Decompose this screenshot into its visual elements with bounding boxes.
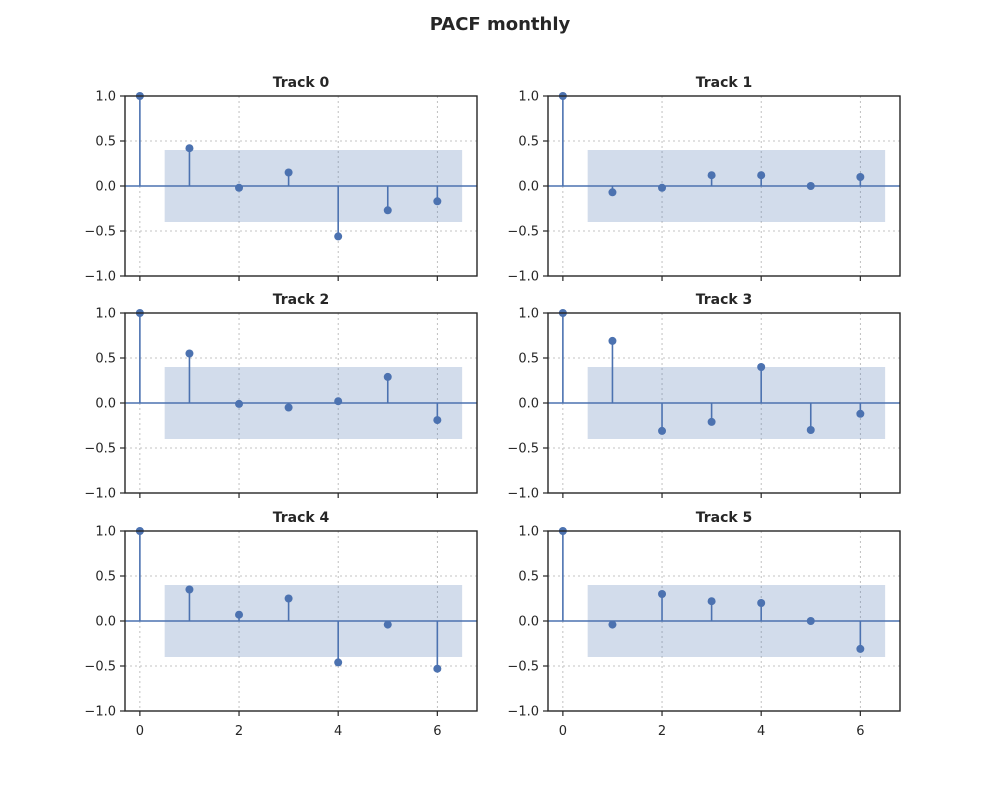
pacf-point (383, 620, 392, 629)
x-tick-label: 6 (856, 724, 864, 739)
panel-title: Track 3 (696, 292, 753, 308)
y-tick-label: 0.5 (518, 135, 539, 150)
pacf-point (185, 144, 194, 153)
pacf-point (284, 403, 293, 412)
panel-track-2: −1.0 −0.5 0.0 0.5 1.0 Track 2 (84, 292, 478, 502)
pacf-point (235, 183, 244, 192)
pacf-point (658, 426, 667, 435)
y-tick-label: −0.5 (507, 660, 539, 675)
panel-track-3: −1.0 −0.5 0.0 0.5 1.0 Track 3 (507, 292, 901, 502)
x-tick-label: 0 (136, 724, 144, 739)
x-tick-label: 0 (559, 724, 567, 739)
y-tick-label: 1.0 (95, 307, 116, 322)
panel-track-0: −1.0 −0.5 0.0 0.5 1.0 Track 0 (84, 75, 478, 285)
panel-title: Track 1 (696, 75, 753, 91)
pacf-point (608, 620, 617, 629)
y-tick-label: −1.0 (84, 705, 116, 720)
y-tick-label: 1.0 (95, 525, 116, 540)
panel-title: Track 0 (273, 75, 330, 91)
y-tick-label: −1.0 (507, 705, 539, 720)
y-tick-label: 1.0 (518, 307, 539, 322)
y-tick-label: 0.5 (95, 352, 116, 367)
y-tick-label: −0.5 (84, 660, 116, 675)
y-tick-label: −0.5 (84, 442, 116, 457)
panel-track-5: −1.0 −0.5 0.0 0.5 1.0 0 2 4 6 Track 5 (507, 510, 901, 739)
pacf-point (806, 182, 815, 190)
pacf-point (608, 336, 617, 345)
y-tick-label: 0.5 (518, 570, 539, 585)
panel-track-1: −1.0 −0.5 0.0 0.5 1.0 Track 1 (507, 75, 901, 285)
figure-title: PACF monthly (430, 14, 571, 35)
y-tick-label: −1.0 (507, 487, 539, 502)
panel-title: Track 5 (696, 510, 753, 526)
x-tick-label: 6 (433, 724, 441, 739)
y-tick-label: 1.0 (518, 525, 539, 540)
pacf-point (658, 183, 667, 192)
pacf-point (757, 171, 766, 180)
y-tick-label: 0.0 (518, 180, 539, 195)
y-tick-label: 0.0 (518, 615, 539, 630)
y-tick-label: −0.5 (507, 225, 539, 240)
panel-title: Track 2 (273, 292, 330, 308)
pacf-point (608, 188, 617, 197)
pacf-point (707, 417, 716, 426)
y-tick-label: 0.5 (95, 570, 116, 585)
pacf-point (757, 363, 766, 371)
x-tick-label: 2 (235, 724, 243, 739)
y-tick-label: −1.0 (507, 270, 539, 285)
pacf-point (284, 168, 293, 177)
pacf-point (185, 585, 194, 594)
pacf-point (334, 232, 343, 241)
pacf-point (334, 658, 343, 667)
y-tick-label: 0.0 (95, 180, 116, 195)
pacf-point (806, 617, 815, 625)
panels-group: −1.0 −0.5 0.0 0.5 1.0 Track 0 −1.0 −0.5 0.0 0.5 1.… (84, 75, 901, 739)
pacf-point (334, 397, 343, 406)
pacf-point (658, 590, 667, 598)
pacf-point (383, 372, 392, 381)
pacf-point (856, 173, 865, 181)
pacf-point (235, 399, 244, 408)
pacf-point (433, 416, 442, 425)
pacf-point (856, 409, 865, 418)
pacf-point (433, 197, 442, 206)
pacf-point (185, 349, 194, 358)
y-tick-label: 0.5 (518, 352, 539, 367)
pacf-point (806, 426, 815, 434)
pacf-point (757, 599, 766, 607)
y-tick-label: −0.5 (84, 225, 116, 240)
y-tick-label: −0.5 (507, 442, 539, 457)
y-tick-label: 0.0 (95, 615, 116, 630)
x-tick-label: 2 (658, 724, 666, 739)
pacf-point (235, 610, 244, 619)
pacf-point (856, 644, 865, 653)
y-tick-label: 0.0 (518, 397, 539, 412)
x-tick-label: 4 (334, 724, 342, 739)
y-tick-label: −1.0 (84, 487, 116, 502)
pacf-point (284, 594, 293, 603)
panel-track-4: −1.0 −0.5 0.0 0.5 1.0 0 2 4 6 Track 4 (84, 510, 478, 739)
pacf-point (383, 206, 392, 215)
y-tick-label: 1.0 (518, 90, 539, 105)
pacf-point (707, 597, 716, 606)
panel-title: Track 4 (273, 510, 330, 526)
x-tick-label: 4 (757, 724, 765, 739)
pacf-point (433, 664, 442, 673)
pacf-point (707, 171, 716, 180)
y-tick-label: −1.0 (84, 270, 116, 285)
y-tick-label: 0.0 (95, 397, 116, 412)
y-tick-label: 1.0 (95, 90, 116, 105)
y-tick-label: 0.5 (95, 135, 116, 150)
